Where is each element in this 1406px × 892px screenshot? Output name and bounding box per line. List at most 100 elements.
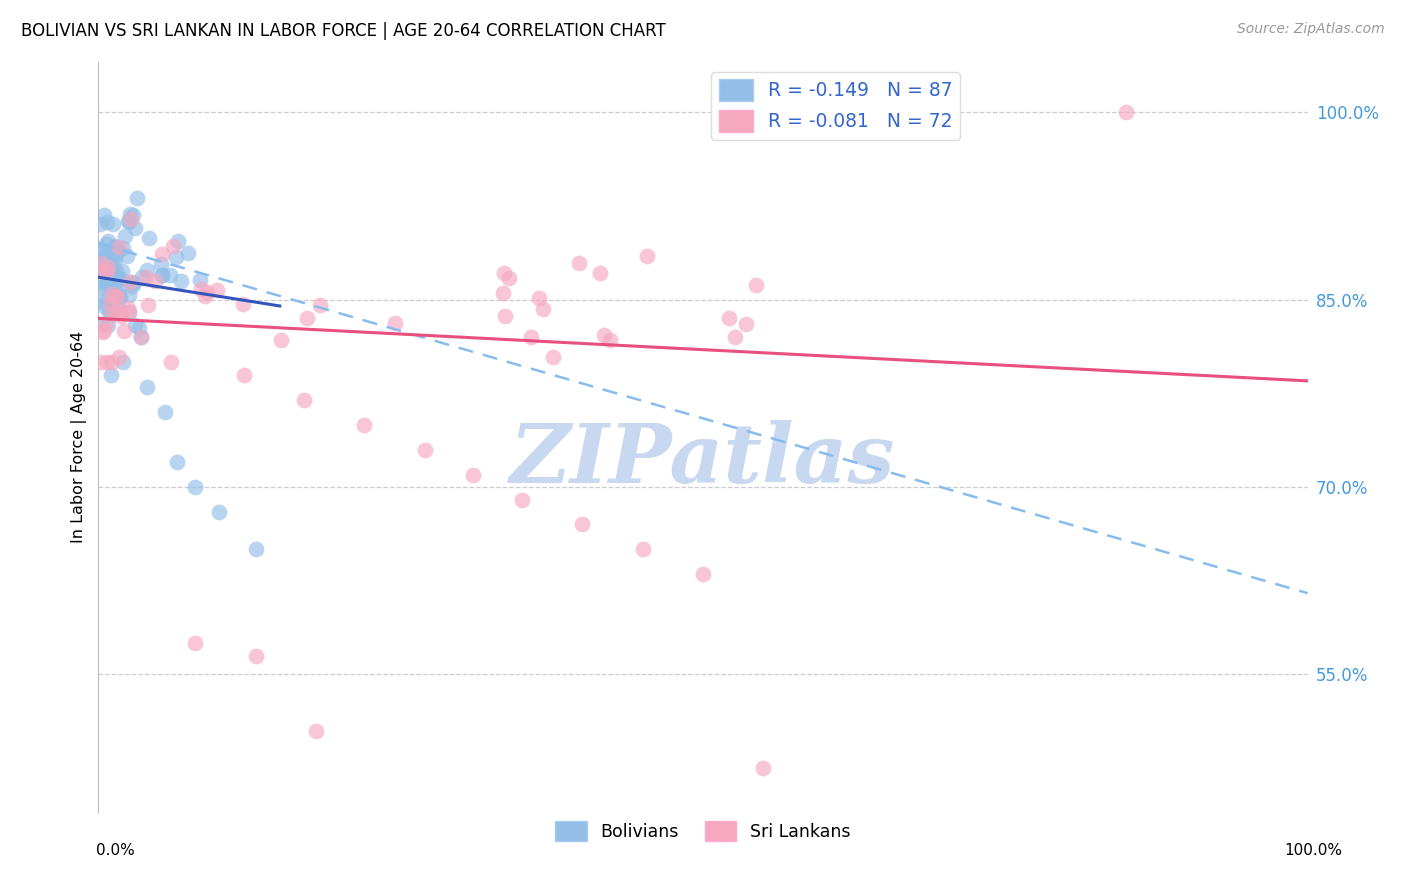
Point [98, 305, 121, 319]
Y-axis label: In Labor Force | Age 20-64: In Labor Force | Age 20-64 [72, 331, 87, 543]
Point [105, 306, 128, 320]
Point [97, 235, 120, 249]
Point [194, 289, 217, 303]
Point [135, 270, 157, 285]
Legend: Bolivians, Sri Lankans: Bolivians, Sri Lankans [548, 814, 858, 848]
Point [100, 261, 122, 276]
Point [195, 285, 218, 299]
Point [176, 246, 198, 260]
Point [103, 290, 125, 304]
Point [93, 208, 115, 222]
Point [124, 221, 146, 235]
Point [752, 761, 775, 775]
Point [292, 392, 315, 407]
Point [100, 307, 122, 321]
Point [167, 234, 190, 248]
Point [103, 264, 125, 278]
Point [100, 368, 122, 382]
Point [531, 302, 554, 317]
Point [112, 324, 135, 338]
Point [89, 256, 111, 270]
Point [101, 305, 124, 319]
Point [101, 270, 124, 285]
Point [184, 636, 207, 650]
Point [111, 355, 134, 369]
Point [120, 207, 142, 221]
Point [105, 298, 128, 312]
Point [568, 255, 591, 269]
Point [93, 244, 115, 259]
Point [636, 249, 658, 263]
Point [735, 318, 758, 332]
Point [118, 305, 141, 319]
Point [135, 263, 157, 277]
Point [96, 277, 118, 291]
Point [150, 247, 173, 261]
Point [150, 268, 173, 282]
Text: 0.0%: 0.0% [96, 843, 135, 858]
Point [498, 271, 520, 285]
Point [100, 283, 122, 297]
Point [150, 268, 173, 282]
Point [105, 299, 128, 313]
Point [96, 264, 118, 278]
Point [108, 240, 131, 254]
Point [492, 285, 515, 300]
Point [631, 542, 654, 557]
Point [529, 291, 551, 305]
Point [571, 517, 593, 532]
Point [724, 330, 747, 344]
Point [107, 282, 129, 296]
Point [91, 263, 114, 277]
Point [208, 505, 231, 519]
Point [90, 273, 112, 287]
Point [94, 280, 117, 294]
Point [93, 299, 115, 313]
Point [115, 249, 138, 263]
Point [108, 289, 131, 303]
Point [90, 325, 112, 339]
Point [94, 251, 117, 265]
Point [160, 355, 183, 369]
Point [121, 279, 143, 293]
Point [232, 297, 254, 311]
Point [120, 275, 142, 289]
Point [91, 280, 114, 294]
Point [118, 288, 141, 302]
Point [692, 567, 714, 582]
Point [124, 276, 146, 290]
Point [101, 287, 124, 301]
Point [162, 239, 184, 253]
Point [543, 351, 565, 365]
Point [117, 301, 139, 316]
Point [107, 350, 129, 364]
Point [107, 270, 129, 285]
Point [170, 274, 193, 288]
Point [593, 327, 616, 342]
Point [101, 217, 124, 231]
Point [745, 278, 768, 293]
Point [127, 191, 149, 205]
Point [97, 260, 120, 274]
Point [124, 318, 146, 332]
Point [510, 492, 533, 507]
Point [105, 240, 128, 254]
Point [96, 293, 118, 307]
Point [190, 281, 212, 295]
Point [103, 252, 125, 267]
Point [108, 290, 131, 304]
Point [494, 309, 516, 323]
Point [118, 305, 141, 319]
Point [718, 311, 741, 326]
Point [589, 266, 612, 280]
Point [94, 317, 117, 331]
Point [129, 330, 152, 344]
Point [89, 294, 111, 309]
Point [159, 268, 181, 282]
Point [143, 274, 166, 288]
Point [1115, 105, 1137, 120]
Point [90, 260, 112, 275]
Point [305, 723, 328, 738]
Point [245, 542, 267, 557]
Point [105, 289, 128, 303]
